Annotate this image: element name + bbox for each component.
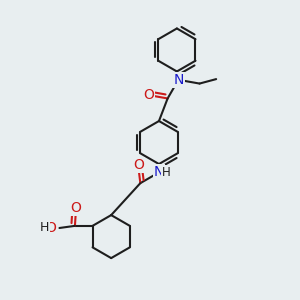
Text: N: N (173, 73, 184, 87)
Text: N: N (154, 165, 164, 179)
Text: O: O (46, 221, 56, 235)
Text: H: H (40, 221, 50, 235)
Text: H: H (162, 166, 171, 179)
Text: O: O (143, 88, 154, 102)
Text: O: O (133, 158, 144, 172)
Text: O: O (70, 201, 81, 215)
